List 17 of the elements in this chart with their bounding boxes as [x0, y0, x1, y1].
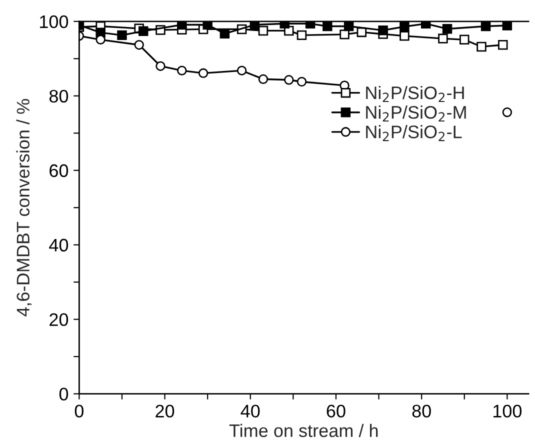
y-tick-label: 20 — [50, 313, 68, 326]
legend-label: Ni$_{2}$P/SiO$_{2}$-H — [366, 86, 464, 102]
y-tick-label: 0 — [59, 388, 68, 401]
x-tick-label: 100 — [493, 404, 522, 418]
legend-label: Ni$_{2}$P/SiO$_{2}$-M — [366, 106, 466, 122]
x-tick-label: 80 — [412, 404, 431, 418]
y-tick-label: 100 — [40, 15, 68, 28]
x-tick-label: 0 — [74, 404, 84, 418]
x-tick-label: 60 — [326, 404, 346, 418]
y-tick-label: 60 — [50, 164, 68, 178]
x-tick-label: 20 — [156, 404, 174, 418]
x-axis-title: Time on stream / h — [229, 424, 378, 438]
y-axis-title: 4,6-DMDBT conversion / % — [16, 99, 32, 316]
y-tick-label: 40 — [49, 238, 68, 252]
x-tick-label: 40 — [240, 404, 260, 418]
legend-label: Ni$_{2}$P/SiO$_{2}$-L — [366, 125, 462, 142]
y-tick-label: 80 — [49, 90, 68, 103]
